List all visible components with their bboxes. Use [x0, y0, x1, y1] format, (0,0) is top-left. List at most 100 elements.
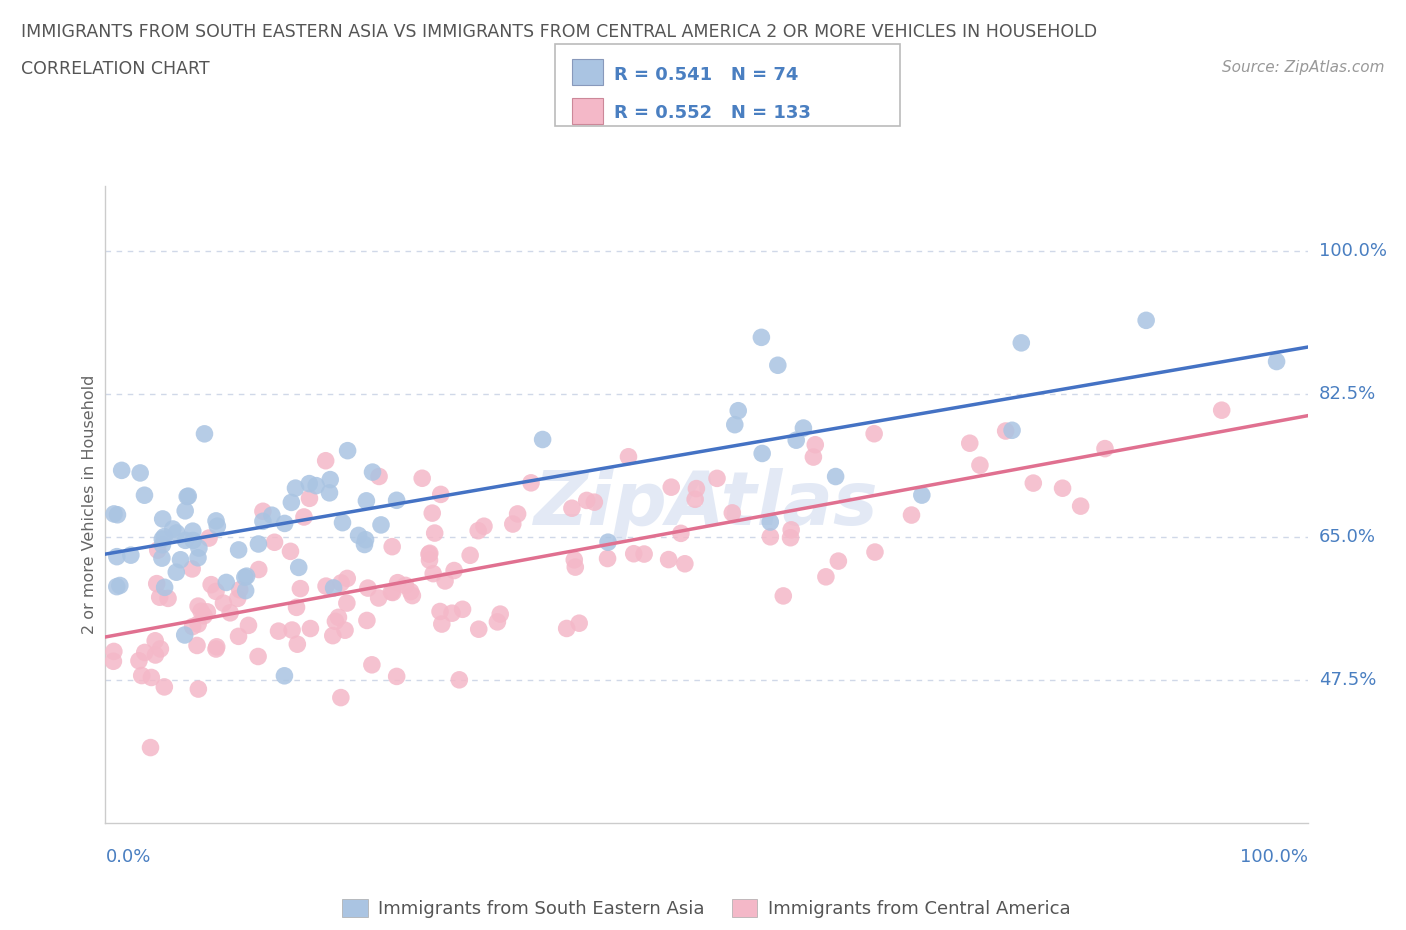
Point	[157, 591, 180, 605]
Point	[353, 537, 375, 551]
Text: IMMIGRANTS FROM SOUTH EASTERN ASIA VS IMMIGRANTS FROM CENTRAL AMERICA 2 OR MORE : IMMIGRANTS FROM SOUTH EASTERN ASIA VS IM…	[21, 23, 1097, 41]
Point	[370, 517, 392, 532]
Point	[193, 426, 215, 441]
Point	[290, 581, 312, 596]
Point	[149, 590, 172, 604]
Point	[617, 449, 640, 464]
Point	[176, 489, 198, 504]
Point	[332, 515, 354, 530]
Point	[531, 432, 554, 447]
Point	[181, 533, 204, 548]
Text: R = 0.552   N = 133: R = 0.552 N = 133	[614, 104, 811, 122]
Point	[766, 358, 789, 373]
Point	[827, 553, 849, 568]
Point	[187, 599, 209, 614]
Point	[759, 514, 782, 529]
Point	[153, 580, 176, 595]
Point	[440, 605, 463, 620]
Point	[1094, 441, 1116, 456]
Point	[186, 638, 208, 653]
Point	[562, 552, 585, 567]
Point	[1135, 312, 1157, 327]
Point	[273, 516, 295, 531]
Point	[153, 529, 176, 544]
Point	[134, 645, 156, 660]
Point	[318, 485, 340, 500]
Point	[145, 647, 167, 662]
Point	[575, 493, 598, 508]
Point	[205, 513, 228, 528]
Point	[336, 595, 359, 610]
Point	[329, 690, 352, 705]
Point	[193, 608, 215, 623]
Point	[228, 542, 250, 557]
Point	[150, 551, 173, 565]
Point	[1265, 354, 1288, 369]
Point	[792, 420, 814, 435]
Point	[139, 740, 162, 755]
Point	[779, 530, 801, 545]
Point	[200, 578, 222, 592]
Point	[226, 591, 249, 605]
Point	[759, 529, 782, 544]
Point	[195, 604, 218, 619]
Point	[285, 600, 308, 615]
Point	[561, 500, 583, 515]
Point	[174, 533, 197, 548]
Text: 47.5%: 47.5%	[1319, 671, 1376, 689]
Point	[107, 508, 129, 523]
Point	[467, 524, 489, 538]
Point	[149, 642, 172, 657]
Point	[134, 487, 156, 502]
Point	[429, 487, 451, 502]
Point	[281, 622, 304, 637]
Point	[205, 640, 228, 655]
Point	[387, 576, 409, 591]
Point	[247, 537, 270, 551]
Point	[181, 619, 204, 634]
Point	[381, 539, 404, 554]
Point	[443, 563, 465, 578]
Point	[165, 565, 187, 579]
Point	[315, 453, 337, 468]
Point	[434, 574, 457, 589]
Point	[555, 621, 578, 636]
Point	[162, 522, 184, 537]
Point	[659, 480, 682, 495]
Point	[152, 512, 174, 526]
Point	[354, 532, 377, 547]
Text: 100.0%: 100.0%	[1240, 848, 1308, 867]
Point	[280, 544, 302, 559]
Point	[298, 476, 321, 491]
Point	[120, 548, 142, 563]
Point	[724, 418, 747, 432]
Point	[252, 504, 274, 519]
Point	[319, 472, 342, 487]
Point	[564, 560, 586, 575]
Text: 65.0%: 65.0%	[1319, 528, 1375, 546]
Point	[287, 560, 309, 575]
Point	[273, 669, 295, 684]
Point	[169, 552, 191, 567]
Legend: Immigrants from South Eastern Asia, Immigrants from Central America: Immigrants from South Eastern Asia, Immi…	[335, 892, 1078, 925]
Point	[506, 507, 529, 522]
Point	[959, 436, 981, 451]
Point	[357, 580, 380, 595]
Point	[418, 552, 440, 567]
Point	[146, 543, 169, 558]
Point	[238, 618, 260, 632]
Point	[105, 550, 128, 565]
Text: R = 0.541   N = 74: R = 0.541 N = 74	[614, 66, 799, 84]
Point	[305, 478, 328, 493]
Point	[502, 516, 524, 531]
Point	[780, 523, 803, 538]
Point	[418, 547, 440, 562]
Point	[336, 444, 359, 458]
Point	[181, 524, 204, 538]
Point	[229, 582, 252, 597]
Point	[994, 423, 1017, 438]
Point	[128, 653, 150, 668]
Point	[235, 583, 257, 598]
Point	[166, 525, 188, 540]
Point	[187, 540, 209, 555]
